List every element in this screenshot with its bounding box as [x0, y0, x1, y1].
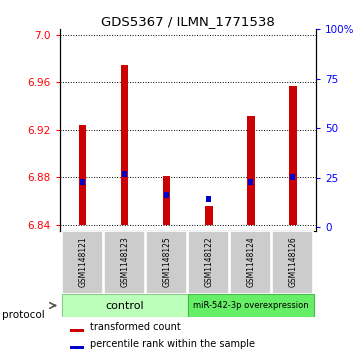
Bar: [205, 206, 213, 225]
Text: control: control: [105, 301, 144, 310]
Text: GSM1148124: GSM1148124: [246, 237, 255, 287]
Bar: [104, 231, 145, 294]
Bar: [146, 231, 187, 294]
Bar: [188, 294, 314, 318]
Title: GDS5367 / ILMN_1771538: GDS5367 / ILMN_1771538: [101, 15, 275, 28]
Text: GSM1148122: GSM1148122: [204, 237, 213, 287]
Bar: [79, 125, 86, 225]
Bar: [206, 196, 211, 201]
Bar: [62, 294, 188, 318]
Bar: [289, 86, 296, 225]
Bar: [230, 231, 271, 294]
Bar: [164, 192, 169, 198]
Text: GSM1148123: GSM1148123: [120, 237, 129, 287]
Text: miR-542-3p overexpression: miR-542-3p overexpression: [193, 301, 309, 310]
Text: GSM1148126: GSM1148126: [288, 237, 297, 287]
Bar: [290, 174, 295, 180]
Bar: [62, 231, 103, 294]
Bar: [188, 231, 229, 294]
Bar: [247, 115, 255, 225]
Text: GSM1148125: GSM1148125: [162, 237, 171, 287]
Bar: [163, 176, 170, 225]
Text: GSM1148121: GSM1148121: [78, 237, 87, 287]
Text: protocol: protocol: [2, 310, 44, 320]
Text: transformed count: transformed count: [90, 322, 181, 332]
Bar: [70, 329, 84, 332]
Text: percentile rank within the sample: percentile rank within the sample: [90, 339, 255, 350]
Bar: [248, 179, 253, 185]
Bar: [272, 231, 313, 294]
Bar: [70, 346, 84, 349]
Bar: [80, 179, 85, 185]
Bar: [121, 65, 129, 225]
Bar: [122, 171, 127, 177]
